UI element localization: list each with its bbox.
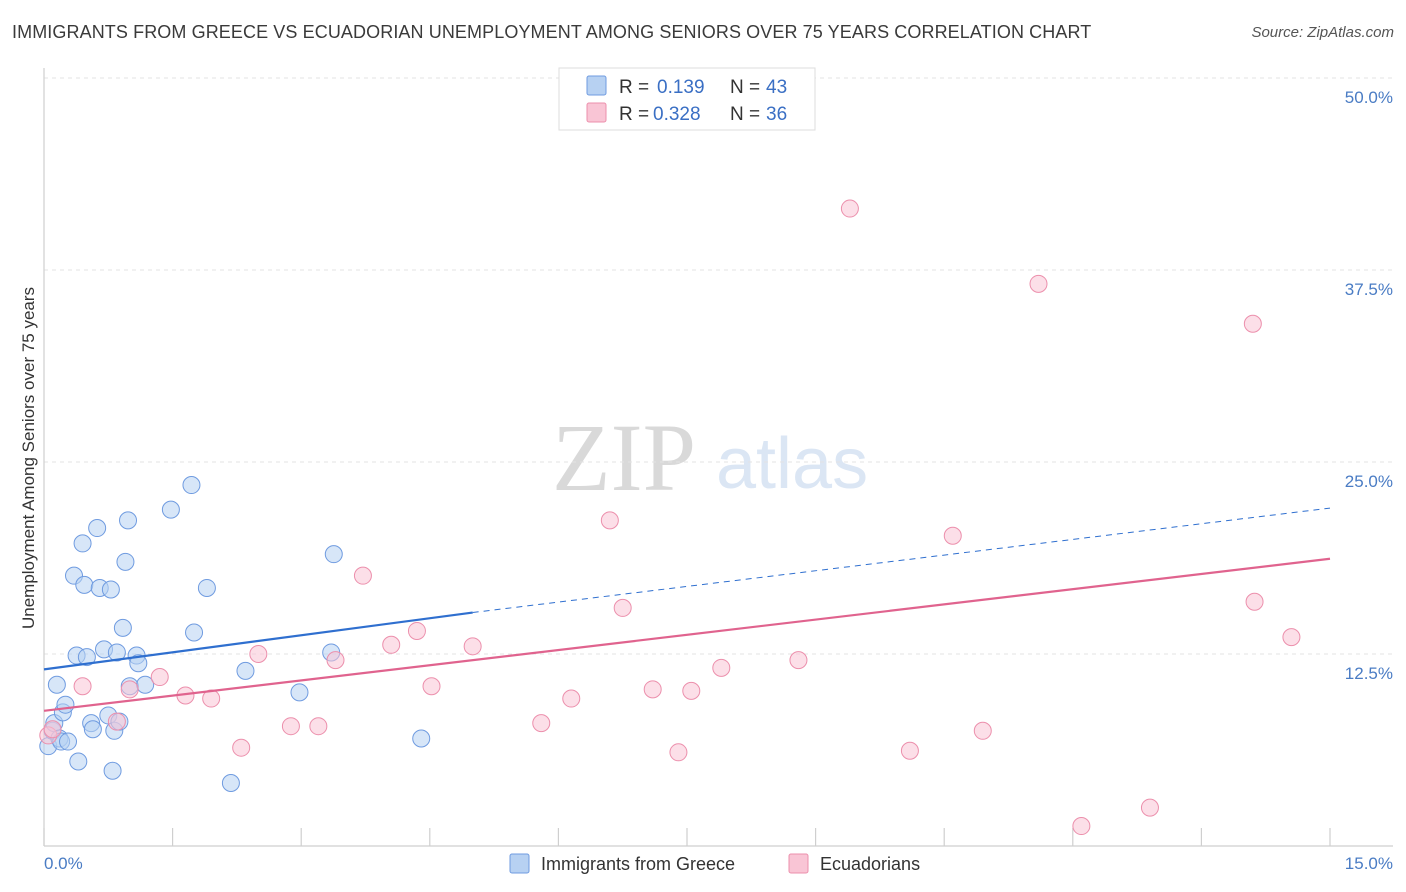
chart-title: IMMIGRANTS FROM GREECE VS ECUADORIAN UNE…	[12, 22, 1092, 42]
watermark: ZIP atlas	[552, 404, 868, 511]
point-ecuadorians	[232, 738, 251, 757]
point-ecuadorians	[463, 637, 482, 656]
point-ecuadorians	[326, 651, 345, 670]
bottom-legend: Immigrants from Greece Ecuadorians	[509, 853, 920, 874]
point-greece	[103, 761, 122, 780]
y-tick-label: 25.0%	[1345, 472, 1393, 491]
point-ecuadorians	[120, 680, 139, 699]
watermark-zip: ZIP	[552, 404, 696, 511]
trend-line-ecuadorians	[43, 557, 1331, 712]
point-greece	[182, 476, 201, 495]
legend-n-value-ecuadorians: 36	[766, 104, 787, 125]
legend-swatch-ecuadorians	[586, 102, 607, 123]
point-ecuadorians	[712, 658, 731, 677]
trend-line-greece-solid	[43, 611, 473, 671]
point-greece	[129, 654, 148, 673]
point-greece	[221, 774, 240, 793]
point-greece	[56, 695, 75, 714]
point-ecuadorians	[943, 526, 962, 545]
bottom-legend-swatch-ecuadorians	[788, 853, 809, 874]
legend-n-label-ecuadorians: N =	[730, 104, 760, 125]
point-ecuadorians	[1243, 314, 1262, 333]
point-greece	[47, 675, 66, 694]
point-ecuadorians	[1072, 817, 1091, 836]
axes	[43, 68, 1393, 847]
y-tick-labels: 12.5% 25.0% 37.5% 50.0%	[1345, 88, 1393, 683]
point-greece	[290, 683, 309, 702]
point-ecuadorians	[669, 743, 688, 762]
bottom-legend-label-ecuadorians: Ecuadorians	[820, 854, 920, 874]
point-greece	[75, 575, 94, 594]
point-ecuadorians	[407, 621, 426, 640]
point-greece	[73, 534, 92, 553]
point-greece	[59, 732, 78, 751]
point-ecuadorians	[1245, 592, 1264, 611]
watermark-atlas: atlas	[716, 424, 868, 504]
x-tick-label-max: 15.0%	[1345, 854, 1393, 873]
point-ecuadorians	[107, 712, 126, 731]
point-ecuadorians	[281, 717, 300, 736]
point-greece	[119, 511, 138, 530]
point-ecuadorians	[309, 717, 328, 736]
x-tick-label-min: 0.0%	[44, 854, 83, 873]
point-greece	[69, 752, 88, 771]
point-greece	[197, 578, 216, 597]
point-ecuadorians	[73, 677, 92, 696]
point-ecuadorians	[973, 721, 992, 740]
point-ecuadorians	[532, 714, 551, 733]
gridlines	[44, 77, 1393, 655]
data-points	[39, 199, 1301, 836]
bottom-legend-swatch-greece	[509, 853, 530, 874]
legend-r-value-ecuadorians: 0.328	[653, 104, 701, 125]
point-greece	[236, 661, 255, 680]
point-greece	[116, 552, 135, 571]
point-greece	[107, 643, 126, 662]
point-ecuadorians	[840, 199, 859, 218]
y-tick-label: 50.0%	[1345, 88, 1393, 107]
legend-n-value-greece: 43	[766, 77, 787, 98]
legend-r-label-ecuadorians: R =	[619, 104, 649, 125]
point-greece	[161, 500, 180, 519]
y-tick-label: 37.5%	[1345, 280, 1393, 299]
point-ecuadorians	[249, 645, 268, 663]
legend-n-label-greece: N =	[730, 77, 760, 98]
point-ecuadorians	[150, 668, 169, 687]
point-greece	[185, 623, 204, 642]
point-greece	[88, 519, 107, 538]
point-ecuadorians	[682, 681, 701, 700]
point-ecuadorians	[789, 651, 808, 670]
point-ecuadorians	[900, 741, 919, 760]
point-ecuadorians	[382, 635, 401, 654]
point-greece	[324, 545, 343, 564]
point-ecuadorians	[613, 598, 632, 617]
bottom-legend-label-greece: Immigrants from Greece	[541, 854, 735, 874]
point-ecuadorians	[43, 720, 62, 739]
point-ecuadorians	[1029, 274, 1048, 293]
point-greece	[101, 580, 120, 599]
point-ecuadorians	[600, 511, 619, 530]
point-greece	[77, 648, 96, 667]
source-credit: Source: ZipAtlas.com	[1251, 24, 1394, 41]
point-greece	[83, 720, 102, 739]
x-tick-labels: 0.0% 15.0%	[44, 854, 1393, 873]
point-ecuadorians	[1282, 628, 1301, 647]
top-legend: R = 0.139 N = 43 R = 0.328 N = 36	[558, 67, 816, 131]
legend-swatch-greece	[586, 75, 607, 96]
y-axis-label: Unemployment Among Seniors over 75 years	[19, 287, 38, 629]
point-ecuadorians	[562, 689, 581, 708]
legend-r-label-greece: R =	[619, 77, 649, 98]
y-tick-label: 12.5%	[1345, 664, 1393, 683]
trend-lines	[43, 507, 1331, 712]
legend-r-value-greece: 0.139	[657, 77, 705, 98]
point-ecuadorians	[1140, 798, 1159, 817]
point-ecuadorians	[643, 680, 662, 699]
point-greece	[113, 618, 132, 637]
point-ecuadorians	[353, 566, 372, 585]
point-ecuadorians	[422, 677, 441, 696]
trend-line-greece-dashed	[472, 507, 1331, 614]
point-greece	[412, 729, 431, 748]
